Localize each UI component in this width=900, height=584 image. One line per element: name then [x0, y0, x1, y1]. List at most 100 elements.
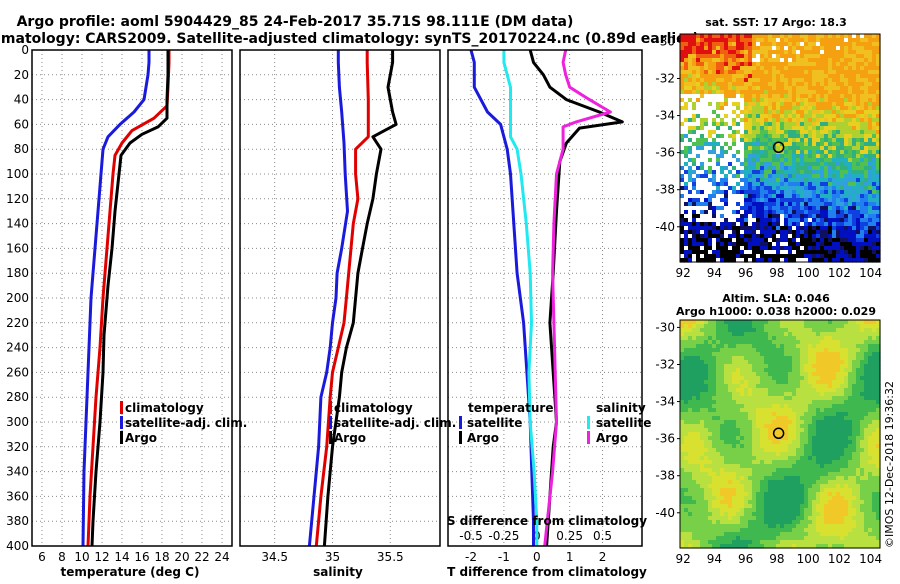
map-cell	[800, 340, 805, 345]
map-cell	[740, 460, 745, 465]
map-cell	[748, 400, 753, 405]
map-cell	[804, 134, 809, 139]
map-cell	[776, 440, 781, 445]
map-cell	[720, 352, 725, 357]
map-cell	[680, 242, 685, 247]
map-cell	[740, 384, 745, 389]
map-cell	[792, 62, 797, 67]
map-cell	[740, 254, 745, 259]
map-cell	[772, 170, 777, 175]
map-cell	[724, 452, 729, 457]
map-cell	[864, 372, 869, 377]
map-cell	[708, 150, 713, 155]
map-cell	[820, 82, 825, 87]
map-cell	[792, 246, 797, 251]
map-cell	[764, 392, 769, 397]
map-cell	[808, 356, 813, 361]
map-cell	[804, 162, 809, 167]
map-cell	[788, 332, 793, 337]
map-cell	[836, 460, 841, 465]
map-cell	[732, 134, 737, 139]
map-cell	[784, 348, 789, 353]
map-cell	[860, 230, 865, 235]
map-cell	[764, 38, 769, 43]
map-cell	[824, 50, 829, 55]
legend-swatch-argo	[120, 431, 123, 444]
map-cell	[800, 146, 805, 151]
map-cell	[808, 98, 813, 103]
map-cell	[716, 214, 721, 219]
map-cell	[700, 328, 705, 333]
map-cell	[740, 134, 745, 139]
map-cell	[724, 332, 729, 337]
map-cell	[736, 234, 741, 239]
map-cell	[772, 384, 777, 389]
map-cell	[724, 328, 729, 333]
map-cell	[688, 182, 693, 187]
map-cell	[844, 246, 849, 251]
map-cell	[740, 162, 745, 167]
map-cell	[828, 392, 833, 397]
map-cell	[796, 238, 801, 243]
map-cell	[804, 448, 809, 453]
map-cell	[792, 380, 797, 385]
map-cell	[688, 90, 693, 95]
map-cell	[864, 408, 869, 413]
map-cell	[716, 444, 721, 449]
map-cell	[752, 392, 757, 397]
map-cell	[828, 162, 833, 167]
map-cell	[864, 170, 869, 175]
map-cell	[680, 452, 685, 457]
map-cell	[780, 122, 785, 127]
map-cell	[732, 70, 737, 75]
map-cell	[868, 226, 873, 231]
map-cell	[840, 186, 845, 191]
map-cell	[828, 242, 833, 247]
map-cell	[840, 464, 845, 469]
map-cell	[816, 384, 821, 389]
map-cell	[792, 328, 797, 333]
map-cell	[856, 90, 861, 95]
map-cell	[748, 46, 753, 51]
map-cell	[716, 468, 721, 473]
map-cell	[812, 222, 817, 227]
map-cell	[840, 78, 845, 83]
map-cell	[680, 82, 685, 87]
map-cell	[784, 368, 789, 373]
map-cell	[832, 186, 837, 191]
map-cell	[716, 320, 721, 325]
map-cell	[816, 138, 821, 143]
map-cell	[692, 142, 697, 147]
map-cell	[760, 102, 765, 107]
map-cell	[708, 412, 713, 417]
map-cell	[680, 222, 685, 227]
map-cell	[736, 70, 741, 75]
map-cell	[720, 396, 725, 401]
map-cell	[860, 348, 865, 353]
map-cell	[776, 364, 781, 369]
map-cell	[860, 110, 865, 115]
map-cell	[776, 336, 781, 341]
map-cell	[760, 368, 765, 373]
map-cell	[812, 320, 817, 325]
map-cell	[812, 210, 817, 215]
map-cell	[688, 174, 693, 179]
map-cell	[768, 226, 773, 231]
map-cell	[868, 218, 873, 223]
map-cell	[748, 440, 753, 445]
map-cell	[704, 54, 709, 59]
map-cell	[732, 54, 737, 59]
map-cell	[736, 222, 741, 227]
map-cell	[688, 226, 693, 231]
map-cell	[856, 230, 861, 235]
map-cell	[744, 392, 749, 397]
map-cell	[724, 230, 729, 235]
map-cell	[808, 90, 813, 95]
map-cell	[796, 62, 801, 67]
map-cell	[796, 122, 801, 127]
map-cell	[792, 78, 797, 83]
map-cell	[776, 106, 781, 111]
map-cell	[860, 234, 865, 239]
map-cell	[712, 186, 717, 191]
map-cell	[744, 198, 749, 203]
